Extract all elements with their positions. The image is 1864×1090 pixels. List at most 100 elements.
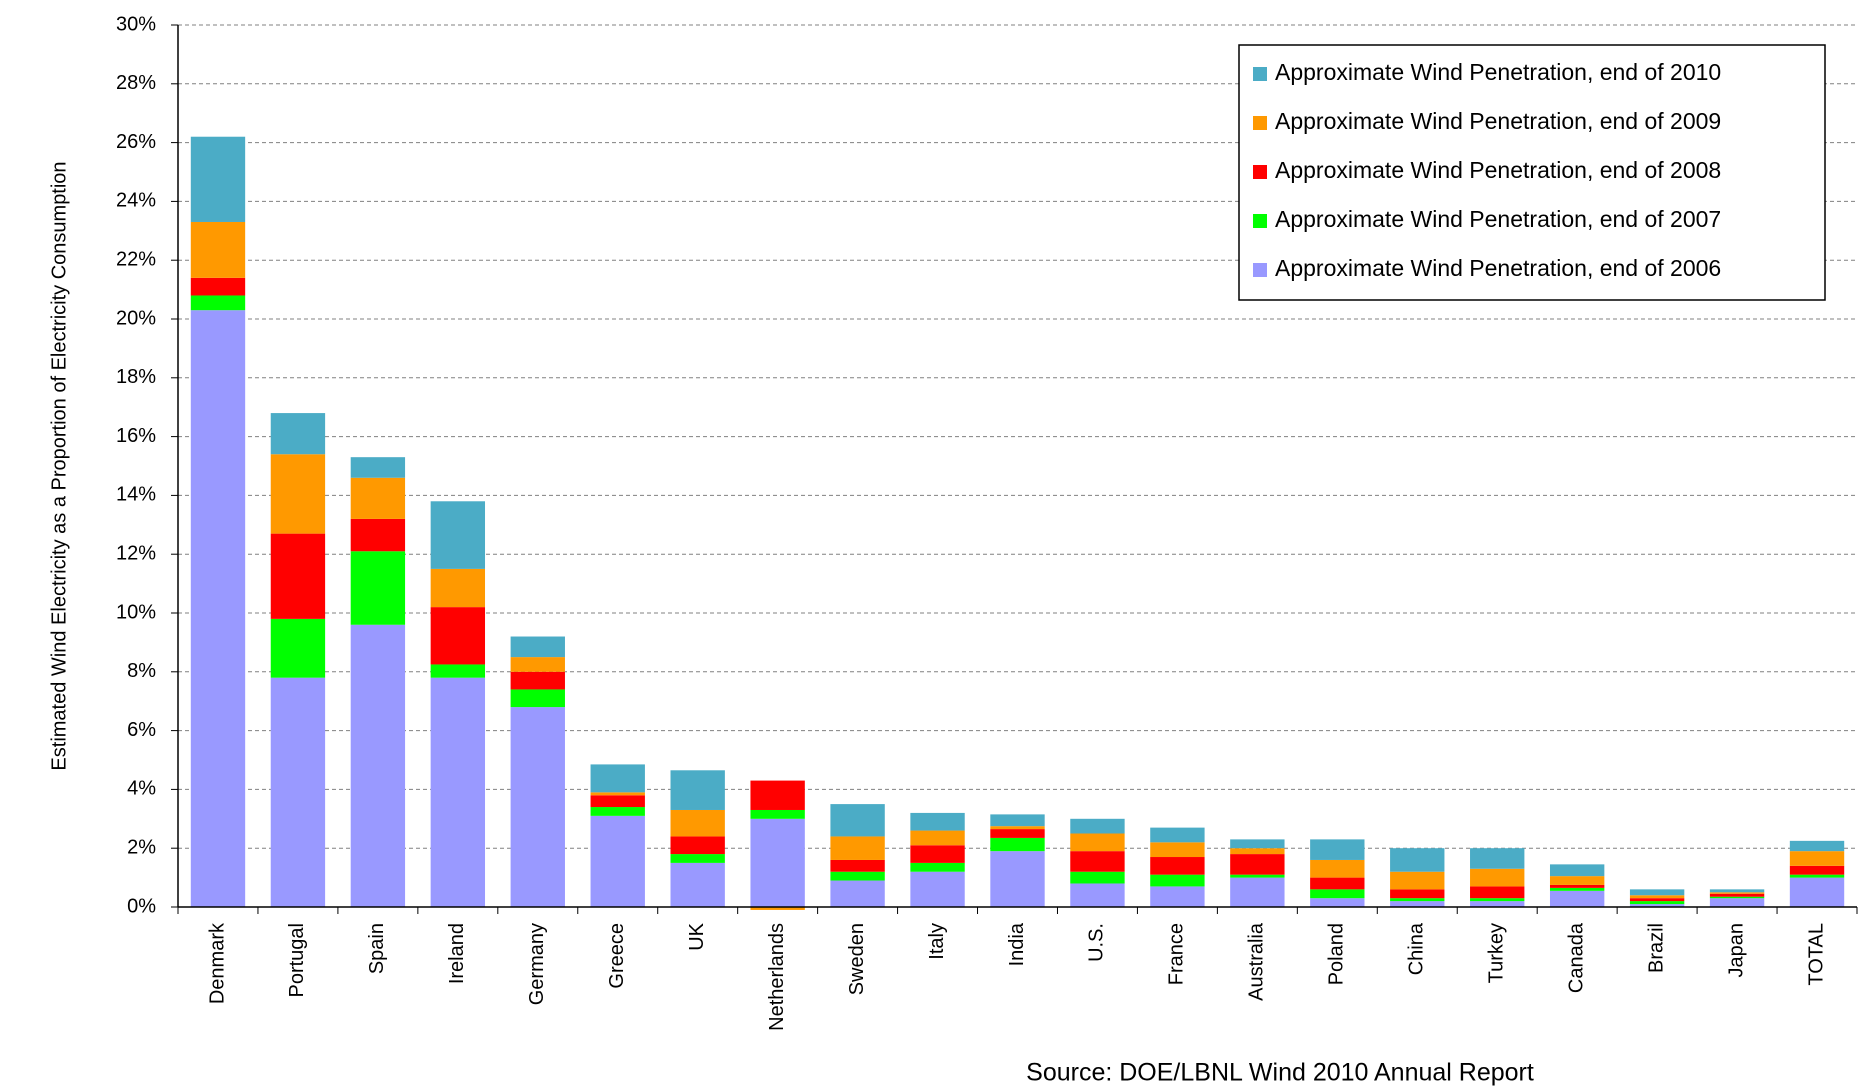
bar-segment — [830, 804, 885, 837]
bar-segment — [750, 907, 805, 910]
x-tick-label: Germany — [526, 923, 548, 1005]
x-tick-label: Canada — [1565, 922, 1587, 993]
bar-segment — [190, 310, 246, 907]
bar-segment — [830, 836, 885, 860]
bar-segment — [1310, 859, 1365, 878]
bar-segment — [830, 859, 885, 872]
bar-segment — [350, 518, 406, 552]
bar-segment — [1390, 848, 1445, 872]
x-tick-label: TOTAL — [1805, 923, 1827, 986]
x-tick-label: UK — [686, 922, 708, 950]
bar-segment — [270, 618, 326, 678]
bar-segment — [750, 818, 805, 907]
x-tick-label: France — [1166, 923, 1188, 985]
bar-segment — [1709, 889, 1765, 893]
bar-segment — [590, 807, 645, 816]
x-tick-label: China — [1406, 922, 1428, 975]
x-tick-label: Japan — [1725, 923, 1747, 978]
bar-segment — [1310, 889, 1365, 899]
legend-label: Approximate Wind Penetration, end of 200… — [1275, 157, 1721, 183]
y-tick-label: 0% — [127, 895, 156, 917]
bar-segment — [830, 880, 885, 907]
x-tick-label: Spain — [366, 923, 388, 974]
bar-segment — [1789, 840, 1845, 852]
bar-segment — [1390, 901, 1445, 907]
bar-segment — [1549, 890, 1605, 907]
bar-segment — [1629, 904, 1685, 907]
bar-segment — [1709, 898, 1765, 907]
bar-segment — [1789, 874, 1845, 878]
y-tick-label: 24% — [116, 190, 156, 212]
legend-swatch — [1253, 116, 1267, 130]
bar-segment — [670, 862, 725, 907]
bar-segment — [510, 657, 565, 672]
bar-segment — [190, 221, 246, 278]
legend-label: Approximate Wind Penetration, end of 200… — [1275, 206, 1721, 232]
bar-segment — [350, 477, 406, 519]
bar-segment — [910, 871, 965, 907]
bar-segment — [830, 871, 885, 881]
bar-segment — [750, 809, 805, 819]
y-tick-label: 26% — [116, 131, 156, 153]
bar-segment — [750, 780, 805, 810]
bar-segment — [1789, 877, 1845, 907]
y-tick-label: 22% — [116, 248, 156, 270]
bar-segment — [510, 671, 565, 690]
x-tick-label: Greece — [606, 923, 628, 989]
bar-segment — [1549, 864, 1605, 877]
bar-segment — [1150, 827, 1205, 843]
legend-swatch — [1253, 67, 1267, 81]
x-tick-label: Australia — [1246, 922, 1268, 1001]
y-tick-label: 14% — [116, 484, 156, 506]
bar-segment — [670, 854, 725, 863]
bar-segment — [1789, 865, 1845, 875]
bar-segment — [510, 707, 565, 907]
source: Source: DOE/LBNL Wind 2010 Annual Report — [1026, 1059, 1534, 1087]
bar-segment — [1070, 851, 1125, 872]
bar-segment — [1549, 884, 1605, 888]
x-tick-label: Sweden — [846, 923, 868, 995]
bar-segment — [1070, 871, 1125, 884]
bar-segment — [350, 551, 406, 625]
bar-segment — [1230, 848, 1285, 855]
y-tick-label: 30% — [116, 13, 156, 35]
bar-segment — [1230, 874, 1285, 878]
bar-segment — [1470, 848, 1525, 869]
bar-segment — [1549, 887, 1605, 891]
y-tick-label: 6% — [127, 719, 156, 741]
bar-segment — [430, 568, 486, 608]
y-tick-label: 2% — [127, 836, 156, 858]
bar-segment — [1629, 895, 1685, 899]
bar-segment — [1629, 901, 1685, 905]
legend-swatch — [1253, 263, 1267, 277]
bar-segment — [510, 689, 565, 708]
bar-segment — [590, 815, 645, 907]
x-tick-label: Brazil — [1645, 923, 1667, 973]
bar-segment — [1070, 883, 1125, 907]
bar-segment — [910, 830, 965, 846]
x-tick-label: Poland — [1326, 923, 1348, 985]
y-tick-label: 12% — [116, 542, 156, 564]
bar-segment — [670, 836, 725, 855]
bar-segment — [350, 457, 406, 478]
bar-segment — [1150, 874, 1205, 887]
bar-segment — [1470, 898, 1525, 902]
bar-segment — [1310, 839, 1365, 860]
bar-segment — [1230, 839, 1285, 849]
bar-segment — [1629, 898, 1685, 902]
bar-segment — [1709, 892, 1765, 894]
x-tick-label: U.S. — [1086, 923, 1108, 962]
bar-segment — [1470, 886, 1525, 899]
bar-segment — [590, 764, 645, 793]
x-tick-label: Italy — [926, 923, 948, 960]
bar-segment — [1070, 833, 1125, 852]
bar-segment — [1470, 868, 1525, 887]
legend-label: Approximate Wind Penetration, end of 200… — [1275, 108, 1721, 134]
bar-segment — [1150, 857, 1205, 875]
bar-segment — [430, 677, 486, 907]
bar-segment — [990, 829, 1045, 838]
x-tick-label: Portugal — [286, 923, 308, 998]
y-tick-label: 28% — [116, 72, 156, 94]
bar-segment — [1390, 889, 1445, 899]
